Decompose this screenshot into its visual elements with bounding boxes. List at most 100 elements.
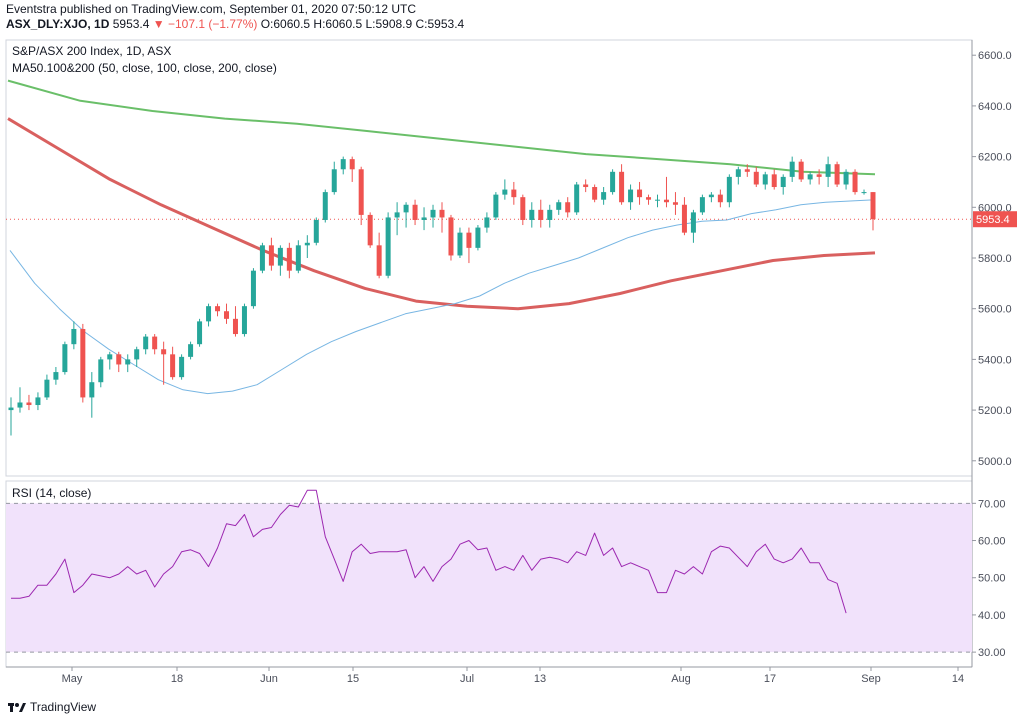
candle-up (53, 372, 59, 380)
time-tick-label: Jun (260, 673, 278, 685)
candle-up (313, 219, 319, 243)
candle-up (807, 174, 813, 180)
candle-up (143, 336, 149, 350)
candle-down (717, 194, 723, 203)
candle-up (340, 159, 346, 170)
rsi-tick-label: 70.00 (978, 498, 1006, 510)
candle-up (699, 197, 705, 213)
candle-down (376, 245, 382, 276)
candle-down (439, 209, 445, 218)
candle-down (367, 214, 373, 246)
candle-down (520, 197, 526, 220)
rsi-indicator-title[interactable]: RSI (14, close) (12, 486, 92, 500)
candle-up (628, 189, 634, 203)
candle-up (421, 217, 427, 220)
candle-up (322, 192, 328, 220)
price-tick-label: 6400.0 (978, 101, 1012, 113)
candle-up (134, 349, 140, 360)
candle-up (529, 209, 535, 220)
candle-up (762, 174, 768, 185)
change-label: ▼ −107.1 (−1.77%) (152, 17, 258, 31)
candle-up (241, 306, 247, 335)
candle-up (556, 202, 562, 210)
candle-up (259, 245, 265, 271)
candle-down (466, 232, 472, 248)
candle-up (35, 397, 41, 406)
candle-up (89, 382, 95, 398)
last-price-badge-label: 5953.4 (976, 214, 1010, 226)
candle-up (825, 164, 831, 177)
candle-up (44, 379, 50, 398)
candle-down (834, 164, 840, 185)
time-tick-label: Jul (460, 673, 474, 685)
candle-up (17, 402, 23, 408)
candle-down (646, 197, 652, 200)
candle-up (610, 171, 616, 193)
candle-down (358, 169, 364, 215)
candle-down (286, 247, 292, 271)
candle-down (565, 202, 571, 213)
time-tick-label: May (62, 673, 83, 685)
candle-down (349, 159, 355, 170)
price-pane-frame (5, 39, 973, 477)
candle-up (125, 359, 131, 365)
candle-down (870, 192, 876, 220)
candle-up (188, 344, 194, 357)
price-tick-label: 5200.0 (978, 405, 1012, 417)
time-tick-label: Sep (861, 673, 881, 685)
candle-up (547, 209, 553, 220)
candle-up (601, 192, 607, 200)
candle-up (295, 245, 301, 271)
candle-down (268, 245, 274, 266)
candle-down (798, 161, 804, 180)
candle-down (232, 318, 238, 335)
candle-up (304, 242, 310, 246)
candle-up (493, 194, 499, 218)
candle-up (708, 194, 714, 198)
candle-down (116, 354, 122, 365)
time-tick-label: 18 (171, 673, 183, 685)
candle-up (197, 321, 203, 345)
last-price: 5953.4 (112, 17, 150, 31)
candle-down (583, 184, 589, 188)
candle-down (852, 171, 858, 193)
rsi-tick-label: 60.00 (978, 536, 1006, 548)
price-tick-label: 5800.0 (978, 253, 1012, 265)
candle-down (170, 354, 176, 378)
candle-down (80, 328, 86, 398)
time-tick-label: 13 (534, 673, 546, 685)
price-pane-title: S&P/ASX 200 Index, 1D, ASX (12, 44, 172, 58)
candle-down (538, 209, 544, 220)
candle-up (726, 176, 732, 203)
price-tick-label: 6600.0 (978, 50, 1012, 62)
footer-brand-label: TradingView (30, 700, 97, 714)
candle-down (744, 169, 750, 172)
publisher-line: Eventstra published on TradingView.com, … (6, 2, 416, 16)
candle-up (574, 184, 580, 213)
time-tick-label: 14 (952, 673, 964, 685)
price-tick-label: 6200.0 (978, 152, 1012, 164)
ma-indicator-title[interactable]: MA50.100&200 (50, close, 100, close, 200… (12, 61, 277, 75)
candle-down (816, 174, 822, 177)
candle-up (277, 247, 283, 266)
candle-down (161, 349, 167, 355)
candle-down (771, 174, 777, 188)
candle-down (672, 202, 678, 205)
candle-down (592, 187, 598, 200)
candle-up (430, 209, 436, 218)
candle-up (250, 270, 256, 307)
candle-down (663, 199, 669, 203)
candle-up (690, 212, 696, 233)
price-tick-label: 5400.0 (978, 354, 1012, 366)
candle-up (502, 189, 508, 195)
footer-brand[interactable]: TradingView (8, 700, 96, 714)
candle-up (843, 171, 849, 185)
candle-down (511, 189, 517, 198)
ma50-line (9, 199, 876, 395)
rsi-band (6, 503, 972, 653)
price-tick-label: 5600.0 (978, 304, 1012, 316)
candle-up (206, 306, 212, 322)
rsi-tick-label: 30.00 (978, 647, 1006, 659)
candle-down (26, 402, 32, 406)
